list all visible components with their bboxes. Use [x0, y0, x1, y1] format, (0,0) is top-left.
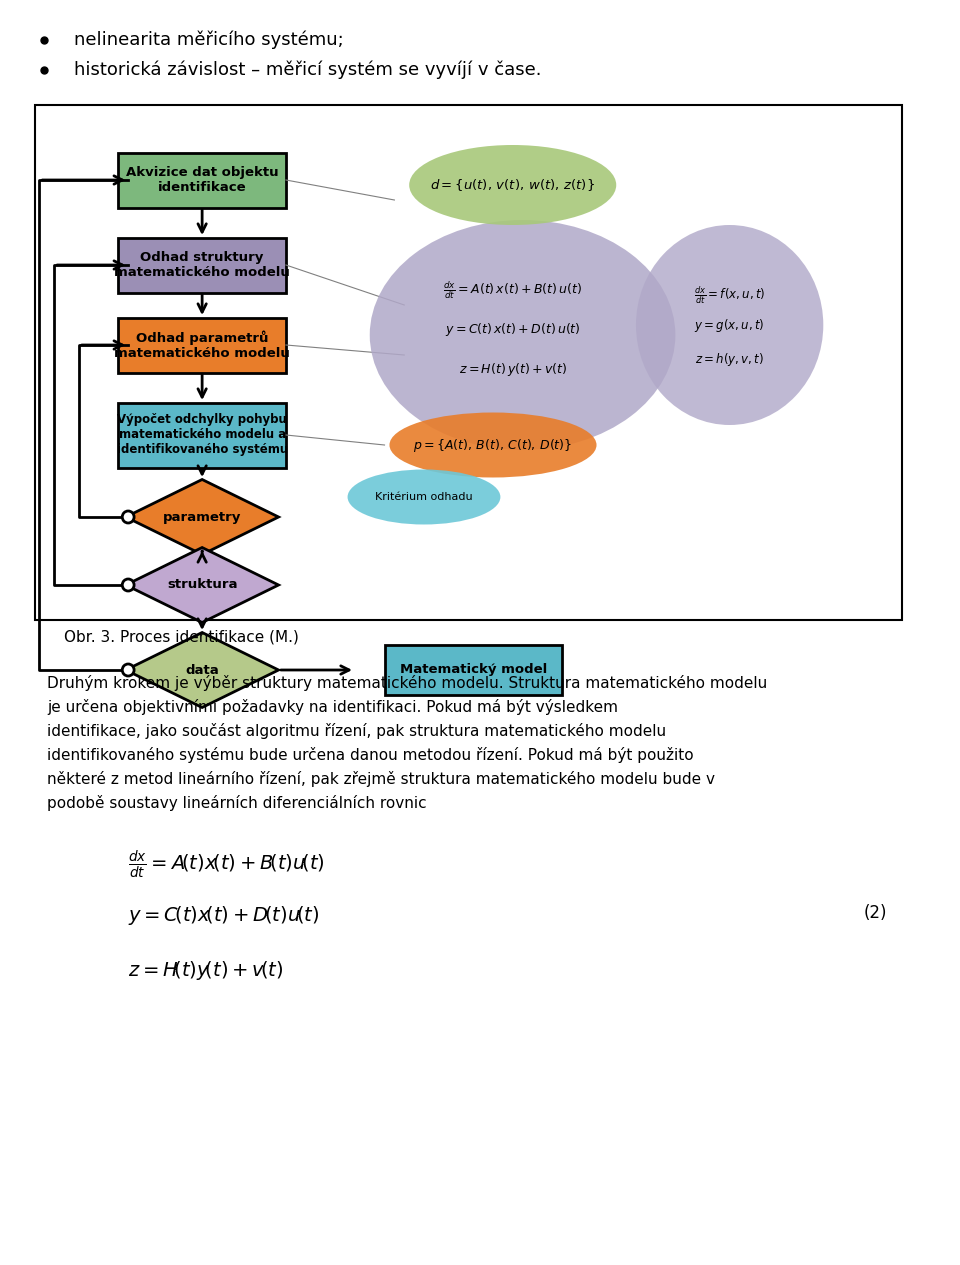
- Text: $z=H(t)\,y(t)+v(t)$: $z=H(t)\,y(t)+v(t)$: [459, 362, 567, 378]
- Text: historická závislost – měřicí systém se vyvíjí v čase.: historická závislost – měřicí systém se …: [74, 61, 541, 80]
- Text: $z=H\!\left(t\right)y\!\left(t\right)+v\!\left(t\right)$: $z=H\!\left(t\right)y\!\left(t\right)+v\…: [129, 959, 283, 982]
- Circle shape: [122, 511, 134, 522]
- FancyBboxPatch shape: [118, 153, 286, 207]
- Text: je určena objektivními požadavky na identifikaci. Pokud má být výsledkem: je určena objektivními požadavky na iden…: [47, 700, 618, 715]
- Text: $\frac{dx}{dt}=A\!\left(t\right)x\!\left(t\right)+B\!\left(t\right)u\!\left(t\ri: $\frac{dx}{dt}=A\!\left(t\right)x\!\left…: [129, 849, 325, 882]
- Ellipse shape: [348, 469, 500, 525]
- Text: $y=C(t)\,x(t)+D(t)\,u(t)$: $y=C(t)\,x(t)+D(t)\,u(t)$: [444, 321, 581, 339]
- Text: $y=C\!\left(t\right)x\!\left(t\right)+D\!\left(t\right)u\!\left(t\right)$: $y=C\!\left(t\right)x\!\left(t\right)+D\…: [129, 904, 320, 927]
- Text: Kritérium odhadu: Kritérium odhadu: [375, 492, 472, 502]
- FancyBboxPatch shape: [118, 238, 286, 292]
- FancyBboxPatch shape: [118, 318, 286, 372]
- Ellipse shape: [390, 412, 596, 477]
- Text: identifikace, jako součást algoritmu řízení, pak struktura matematického modelu: identifikace, jako součást algoritmu říz…: [47, 724, 666, 739]
- Polygon shape: [126, 632, 278, 707]
- Circle shape: [122, 664, 134, 676]
- FancyBboxPatch shape: [35, 105, 902, 620]
- FancyBboxPatch shape: [118, 402, 286, 468]
- Text: $d=\{u(t),\,v(t),\,w(t),\,z(t)\}$: $d=\{u(t),\,v(t),\,w(t),\,z(t)\}$: [430, 177, 595, 194]
- Text: Druhým krokem je výběr struktury matematického modelu. Struktura matematického m: Druhým krokem je výběr struktury matemat…: [47, 676, 768, 691]
- Text: Odhad struktury
matematického modelu: Odhad struktury matematického modelu: [114, 250, 290, 280]
- Text: Výpočet odchylky pohybu
matematického modelu a
identifikovaného systému: Výpočet odchylky pohybu matematického mo…: [116, 414, 288, 457]
- Text: data: data: [185, 664, 219, 677]
- Text: Obr. 3. Proces identifikace (M.): Obr. 3. Proces identifikace (M.): [64, 630, 299, 644]
- Text: nelinearita měřicího systému;: nelinearita měřicího systému;: [74, 30, 344, 49]
- Text: $\frac{dx}{dt}=f(x,u,t)$: $\frac{dx}{dt}=f(x,u,t)$: [694, 285, 765, 306]
- Text: Akvizice dat objektu
identifikace: Akvizice dat objektu identifikace: [126, 166, 278, 194]
- Text: $p=\{A(t),\,B(t),\,C(t),\,D(t)\}$: $p=\{A(t),\,B(t),\,C(t),\,D(t)\}$: [414, 436, 572, 453]
- FancyBboxPatch shape: [385, 645, 562, 694]
- Ellipse shape: [370, 220, 676, 450]
- Text: struktura: struktura: [167, 578, 237, 592]
- Text: Odhad parametrů
matematického modelu: Odhad parametrů matematického modelu: [114, 330, 290, 359]
- Polygon shape: [126, 548, 278, 622]
- Text: některé z metod lineárního řízení, pak zřejmě struktura matematického modelu bud: některé z metod lineárního řízení, pak z…: [47, 770, 715, 787]
- Text: (2): (2): [864, 904, 887, 922]
- Polygon shape: [126, 479, 278, 554]
- Circle shape: [122, 579, 134, 591]
- Text: parametry: parametry: [163, 511, 241, 524]
- Text: Matematický model: Matematický model: [399, 664, 547, 677]
- Text: $z=h(y,v,t)$: $z=h(y,v,t)$: [695, 352, 764, 368]
- Text: $\frac{dx}{dt}=A(t)\,x(t)+B(t)\,u(t)$: $\frac{dx}{dt}=A(t)\,x(t)+B(t)\,u(t)$: [444, 280, 582, 301]
- Ellipse shape: [636, 225, 824, 425]
- Text: podobě soustavy lineárních diferenciálních rovnic: podobě soustavy lineárních diferenciální…: [47, 794, 427, 811]
- Text: identifikovaného systému bude určena danou metodou řízení. Pokud má být použito: identifikovaného systému bude určena dan…: [47, 748, 694, 763]
- Text: $y=g(x,u,t)$: $y=g(x,u,t)$: [694, 316, 765, 334]
- Ellipse shape: [409, 145, 616, 225]
